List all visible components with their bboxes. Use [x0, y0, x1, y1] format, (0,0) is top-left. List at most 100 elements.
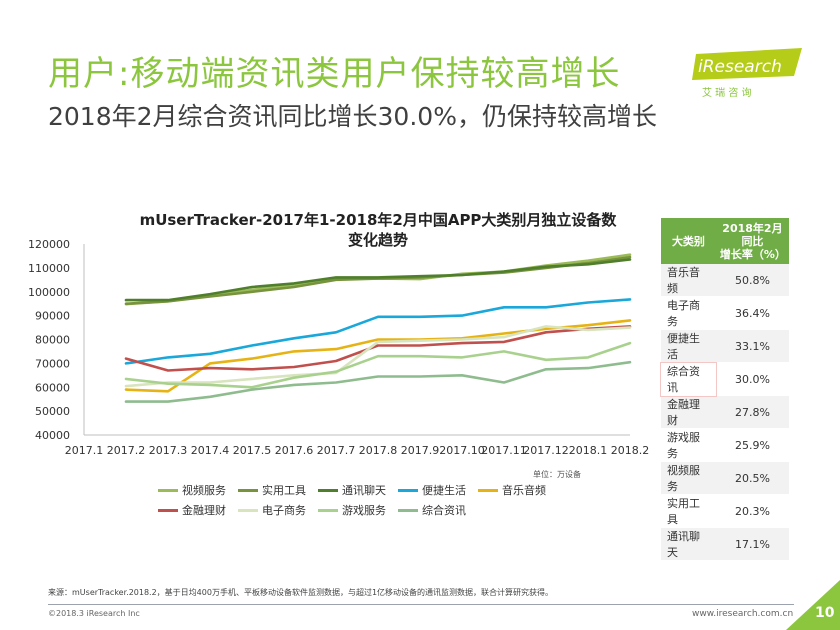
website-link: www.iresearch.com.cn: [692, 609, 794, 619]
y-tick-label: 120000: [28, 238, 70, 251]
legend-label: 音乐音频: [502, 484, 546, 497]
legend-item: 视频服务: [158, 482, 226, 498]
row-category: 通讯聊天: [661, 527, 716, 561]
rate-header-line2: 同比: [741, 234, 764, 248]
page-number: 10: [815, 605, 835, 621]
x-tick-label: 2017.10: [439, 444, 485, 457]
x-tick-label: 2017.12: [523, 444, 569, 457]
table-header-category: 大类别: [661, 218, 716, 264]
legend-label: 金融理财: [182, 504, 226, 517]
chart-title-line2: 变化趋势: [347, 231, 408, 249]
rate-header-line3: 增长率（%）: [719, 247, 786, 261]
series-line-游戏服务: [124, 341, 632, 389]
row-rate: 27.8%: [715, 395, 789, 429]
legend-swatch: [478, 488, 498, 492]
y-tick-label: 40000: [35, 429, 70, 442]
legend-row: 视频服务 实用工具 通讯聊天 便捷生活 音乐音频: [158, 480, 578, 500]
series-line-电子商务: [124, 325, 632, 388]
logo-text: iResearch: [698, 57, 782, 77]
legend-label: 视频服务: [182, 484, 226, 497]
y-tick-label: 100000: [28, 286, 70, 299]
x-tick-label: 2017.3: [149, 444, 188, 457]
chart-title: mUserTracker-2017年1-2018年2月中国APP大类别月独立设备…: [118, 210, 638, 250]
row-category: 实用工具: [661, 494, 716, 528]
legend-swatch: [318, 508, 338, 512]
legend-swatch: [238, 508, 258, 512]
legend-label: 实用工具: [262, 484, 306, 497]
legend-item: 实用工具: [238, 482, 306, 498]
row-rate: 20.3%: [715, 494, 789, 528]
legend-label: 游戏服务: [342, 504, 386, 517]
row-category: 金融理财: [661, 395, 716, 429]
y-tick-label: 80000: [35, 334, 70, 347]
legend-row: 金融理财 电子商务 游戏服务 综合资讯: [158, 500, 578, 520]
x-tick-label: 2017.7: [317, 444, 356, 457]
row-rate: 25.9%: [715, 428, 789, 462]
table-row-highlighted: 综合资讯 30.0%: [660, 361, 789, 397]
table-row: 音乐音频 50.8%: [661, 264, 789, 297]
iresearch-logo: iResearch 艾 瑞 咨 询: [692, 48, 802, 99]
legend-item: 金融理财: [158, 502, 226, 518]
x-tick-label: 2018.1: [569, 444, 608, 457]
chart-title-line1: mUserTracker-2017年1-2018年2月中国APP大类别月独立设备…: [139, 211, 617, 229]
legend-swatch: [398, 488, 418, 492]
x-tick-label: 2017.9: [401, 444, 440, 457]
x-tick-label: 2017.5: [233, 444, 272, 457]
series-line-通讯聊天: [124, 258, 632, 302]
row-rate: 20.5%: [715, 461, 789, 495]
legend-swatch: [318, 488, 338, 492]
table-header-rate: 2018年2月 同比 增长率（%）: [715, 218, 789, 264]
row-category: 综合资讯: [660, 361, 717, 397]
legend-swatch: [158, 488, 178, 492]
row-category: 便捷生活: [661, 329, 716, 363]
x-tick-label: 2018.2: [611, 444, 650, 457]
table-row: 电子商务 36.4%: [661, 296, 789, 330]
row-rate: 30.0%: [715, 362, 789, 396]
series-line-便捷生活: [124, 298, 632, 365]
table-row: 视频服务 20.5%: [661, 461, 789, 495]
source-note: 来源：mUserTracker.2018.2，基于日均400万手机、平板移动设备…: [48, 588, 554, 597]
row-category: 视频服务: [661, 461, 716, 495]
legend-label: 综合资讯: [422, 504, 466, 517]
row-category: 游戏服务: [661, 428, 716, 462]
legend-item: 便捷生活: [398, 482, 466, 498]
x-tick-label: 2017.2: [107, 444, 146, 457]
table-row: 便捷生活 33.1%: [661, 329, 789, 363]
row-category: 音乐音频: [661, 264, 716, 297]
table-row: 通讯聊天 17.1%: [661, 527, 789, 561]
legend-label: 通讯聊天: [342, 484, 386, 497]
corner-decoration: [786, 580, 840, 630]
series-line-综合资讯: [124, 360, 632, 403]
legend-label: 电子商务: [262, 504, 306, 517]
copyright: ©2018.3 iResearch Inc: [48, 609, 140, 618]
x-tick-label: 2017.11: [481, 444, 527, 457]
x-tick-label: 2017.4: [191, 444, 230, 457]
rate-header-line1: 2018年2月: [722, 221, 783, 235]
table-row: 金融理财 27.8%: [661, 395, 789, 429]
page-title: 用户:移动端资讯类用户保持较高增长: [48, 54, 621, 94]
x-tick-label: 2017.1: [65, 444, 104, 457]
row-category: 电子商务: [661, 296, 716, 330]
row-rate: 50.8%: [715, 264, 789, 297]
series-line-金融理财: [124, 325, 632, 372]
table-row: 实用工具 20.3%: [661, 494, 789, 528]
y-tick-label: 60000: [35, 381, 70, 394]
legend-item: 综合资讯: [398, 502, 466, 518]
legend-swatch: [158, 508, 178, 512]
logo-tagline: 艾 瑞 咨 询: [702, 86, 752, 99]
chart-legend: 视频服务 实用工具 通讯聊天 便捷生活 音乐音频金融理财 电子商务 游戏服务 综合资讯: [158, 480, 578, 520]
y-tick-label: 50000: [35, 405, 70, 418]
series-line-音乐音频: [124, 319, 632, 393]
x-tick-label: 2017.8: [359, 444, 398, 457]
row-rate: 33.1%: [715, 329, 789, 363]
legend-item: 音乐音频: [478, 482, 546, 498]
row-rate: 17.1%: [715, 527, 789, 561]
table-row: 游戏服务 25.9%: [661, 428, 789, 462]
y-tick-label: 110000: [28, 262, 70, 275]
footer-divider: [48, 604, 794, 605]
legend-swatch: [238, 488, 258, 492]
row-rate: 36.4%: [715, 296, 789, 330]
legend-label: 便捷生活: [422, 484, 466, 497]
unit-note: 单位：万设备: [533, 470, 581, 479]
y-tick-label: 70000: [35, 357, 70, 370]
